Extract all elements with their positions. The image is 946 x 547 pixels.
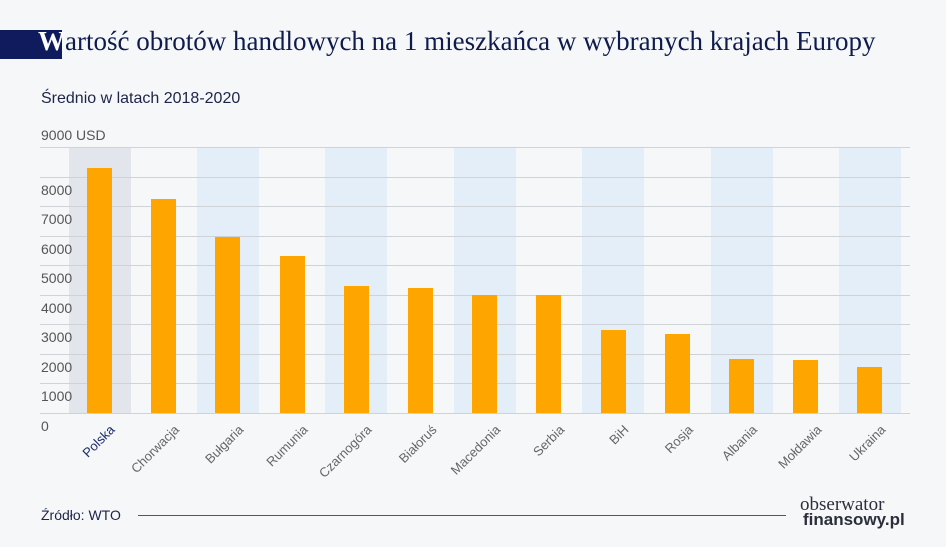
- x-tick-label: Polska: [79, 422, 119, 461]
- x-tick-label: Ukraina: [846, 422, 889, 465]
- bar-bułgaria: [215, 237, 241, 413]
- x-tick-label: Białoruś: [395, 422, 440, 466]
- y-tick-label: 5000: [41, 270, 73, 287]
- y-tick-label: 7000: [41, 211, 73, 228]
- x-tick-label: Serbia: [530, 422, 568, 460]
- title-accent-block: [0, 30, 62, 59]
- y-tick-label: 3000: [41, 329, 73, 346]
- bar-polska: [87, 168, 112, 413]
- title-first-letter: W: [38, 26, 65, 56]
- bar-macedonia: [472, 295, 498, 413]
- title-rest: artość obrotów handlowych na 1 mieszkańc…: [65, 26, 876, 56]
- x-tick-label: Macedonia: [447, 422, 504, 478]
- source-label: Źródło: WTO: [41, 507, 121, 523]
- x-tick-label: Bułgaria: [202, 422, 247, 467]
- gridline: [40, 235, 910, 237]
- y-tick-label: 2000: [41, 358, 73, 375]
- y-tick-label: 6000: [41, 240, 73, 257]
- y-tick-label: 4000: [41, 299, 73, 316]
- logo-line-2: finansowy.pl: [803, 510, 905, 529]
- gridline: [40, 147, 910, 148]
- chart-title: Wartość obrotów handlowych na 1 mieszkań…: [38, 26, 875, 57]
- x-tick-label: Mołdawia: [774, 422, 825, 472]
- bar-bih: [600, 330, 626, 413]
- y-tick-label: 0: [41, 418, 49, 434]
- bar-albania: [729, 359, 754, 413]
- x-tick-label: Albania: [718, 422, 761, 464]
- x-tick-label: Rumunia: [263, 422, 311, 470]
- logo-line-1: obserwator: [800, 494, 885, 515]
- gridline: [40, 265, 910, 267]
- bar-chorwacja: [151, 199, 177, 413]
- gridline: [40, 413, 910, 414]
- bar-rumunia: [279, 256, 305, 413]
- bar-mołdawia: [793, 360, 819, 413]
- y-axis-unit-label: 9000 USD: [41, 127, 106, 143]
- bar-białoruś: [408, 288, 433, 413]
- bar-rosja: [664, 334, 690, 413]
- gridline: [40, 206, 910, 208]
- x-tick-label: Rosja: [661, 422, 696, 457]
- y-tick-label: 8000: [41, 181, 73, 198]
- chart-subtitle: Średnio w latach 2018-2020: [41, 90, 241, 107]
- y-tick-label: 1000: [41, 388, 73, 405]
- gridline: [40, 176, 910, 178]
- bar-czarnogóra: [343, 286, 369, 413]
- x-tick-label: BiH: [606, 422, 632, 448]
- footer-divider: [138, 515, 786, 516]
- logo: obserwator finansowy.pl: [800, 494, 905, 529]
- x-tick-label: Chorwacja: [128, 422, 183, 477]
- bar-ukraina: [857, 367, 883, 413]
- bar-serbia: [536, 295, 562, 413]
- x-tick-label: Czarnogóra: [316, 422, 375, 481]
- plot-area: [40, 147, 910, 414]
